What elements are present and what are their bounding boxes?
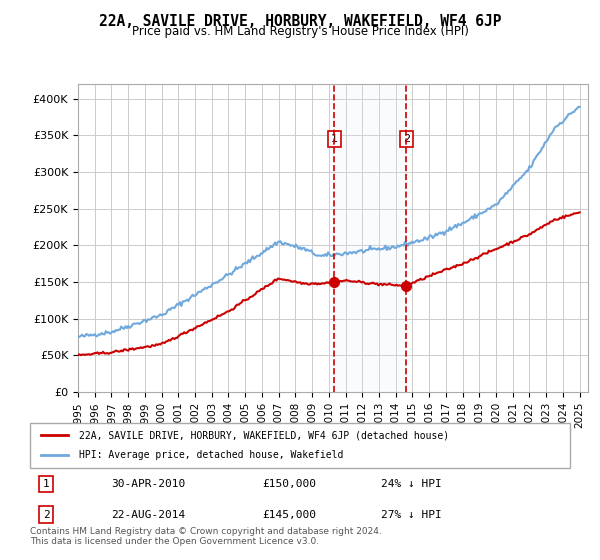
- Text: 22-AUG-2014: 22-AUG-2014: [111, 510, 185, 520]
- Text: 27% ↓ HPI: 27% ↓ HPI: [381, 510, 442, 520]
- Bar: [334, 84, 406, 392]
- Text: £150,000: £150,000: [262, 479, 316, 489]
- FancyBboxPatch shape: [30, 423, 570, 468]
- Text: 1: 1: [331, 134, 338, 144]
- Text: 24% ↓ HPI: 24% ↓ HPI: [381, 479, 442, 489]
- Text: 2: 2: [403, 134, 410, 144]
- Text: 30-APR-2010: 30-APR-2010: [111, 479, 185, 489]
- Text: Contains HM Land Registry data © Crown copyright and database right 2024.
This d: Contains HM Land Registry data © Crown c…: [30, 526, 382, 546]
- Text: 1: 1: [43, 479, 50, 489]
- Text: £145,000: £145,000: [262, 510, 316, 520]
- Text: 2: 2: [43, 510, 50, 520]
- Text: 22A, SAVILE DRIVE, HORBURY, WAKEFIELD, WF4 6JP: 22A, SAVILE DRIVE, HORBURY, WAKEFIELD, W…: [99, 14, 501, 29]
- Text: HPI: Average price, detached house, Wakefield: HPI: Average price, detached house, Wake…: [79, 450, 343, 460]
- Text: 22A, SAVILE DRIVE, HORBURY, WAKEFIELD, WF4 6JP (detached house): 22A, SAVILE DRIVE, HORBURY, WAKEFIELD, W…: [79, 430, 449, 440]
- Text: Price paid vs. HM Land Registry's House Price Index (HPI): Price paid vs. HM Land Registry's House …: [131, 25, 469, 38]
